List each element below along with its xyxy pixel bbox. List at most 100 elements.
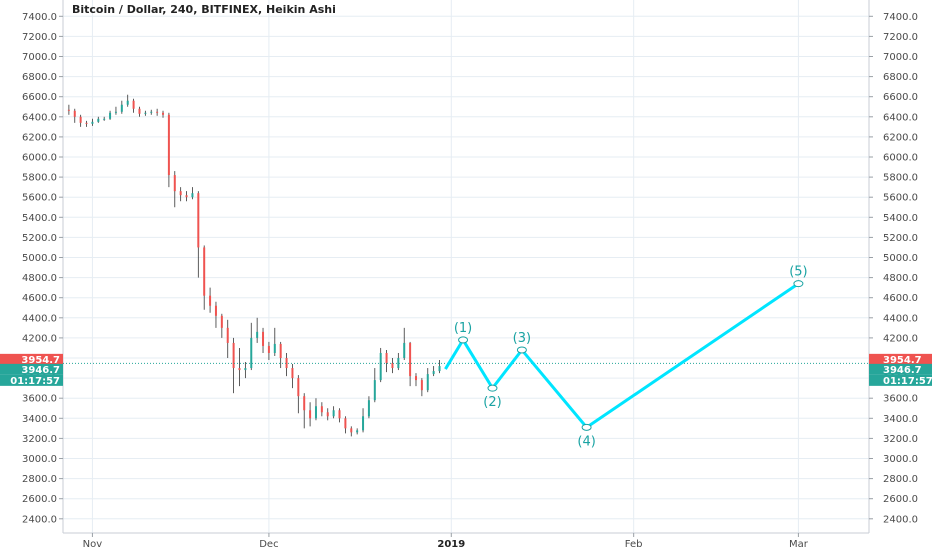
candle-body — [197, 193, 200, 248]
wave-point-marker — [516, 346, 527, 354]
candle-body — [438, 366, 441, 372]
candle-body — [144, 112, 147, 114]
candle-body — [162, 112, 165, 115]
candle-body — [179, 191, 182, 196]
candle-body — [156, 111, 159, 113]
wave-label: (5) — [789, 265, 807, 280]
y-tick-label-right: 2400.0 — [883, 514, 918, 525]
candle-body — [297, 378, 300, 397]
candle-body — [267, 345, 270, 353]
y-tick-label-left: 3600.0 — [22, 394, 57, 405]
candle-body — [103, 118, 106, 120]
candle-body — [291, 368, 294, 379]
candle-body — [344, 418, 347, 429]
y-tick-label-right: 4600.0 — [883, 293, 918, 304]
wave-label: (1) — [454, 321, 472, 336]
y-tick-label-right: 5200.0 — [883, 233, 918, 244]
price-badge-left — [0, 374, 63, 386]
wave-label: (4) — [577, 434, 595, 449]
candle-body — [79, 116, 82, 123]
y-tick-label-left: 3400.0 — [22, 414, 57, 425]
candle-body — [203, 247, 206, 296]
candle-body — [220, 315, 223, 328]
y-tick-label-right: 6600.0 — [883, 92, 918, 103]
wave-line — [444, 282, 800, 430]
candle-body — [338, 410, 341, 419]
grid — [62, 0, 870, 534]
y-tick-label-left: 3200.0 — [22, 434, 57, 445]
candle-body — [326, 412, 329, 417]
candle-body — [209, 295, 212, 306]
y-tick-label-right: 7200.0 — [883, 32, 918, 43]
candle-body — [244, 368, 247, 371]
price-badge-right — [869, 374, 932, 386]
candle-body — [132, 100, 135, 109]
y-tick-label-left: 5200.0 — [22, 233, 57, 244]
y-tick-label-right: 5800.0 — [883, 173, 918, 184]
y-tick-label-left: 5600.0 — [22, 193, 57, 204]
price-badge-right — [869, 363, 932, 375]
candle-body — [91, 121, 94, 124]
candle-body — [214, 305, 217, 316]
candle-body — [85, 122, 88, 124]
candle-body — [185, 195, 188, 198]
wave-point-marker — [793, 280, 804, 288]
y-tick-label-right: 3400.0 — [883, 414, 918, 425]
candle-body — [426, 374, 429, 391]
wave-point-marker — [581, 423, 592, 431]
candle-body — [332, 410, 335, 417]
y-tick-label-left: 4600.0 — [22, 293, 57, 304]
candle-body — [420, 380, 423, 391]
y-tick-label-right: 5400.0 — [883, 213, 918, 224]
price-badge-left — [0, 353, 63, 365]
candle-body — [309, 410, 312, 419]
y-tick-label-right: 4800.0 — [883, 273, 918, 284]
wave-label: (3) — [513, 331, 531, 346]
candle-body — [262, 331, 265, 346]
candle-body — [238, 368, 241, 371]
price-badge-label-right: 3954.7 — [883, 355, 922, 366]
candle-body — [126, 100, 129, 105]
candle-body — [173, 175, 176, 192]
candle-body — [250, 337, 253, 369]
candle-body — [356, 430, 359, 433]
candle-body — [373, 380, 376, 401]
y-tick-label-left: 2400.0 — [22, 514, 57, 525]
candle-body — [97, 118, 100, 122]
candle-body — [367, 400, 370, 417]
y-tick-label-right: 5600.0 — [883, 193, 918, 204]
y-tick-label-right: 4400.0 — [883, 313, 918, 324]
candle-body — [73, 110, 76, 117]
y-tick-label-right: 6400.0 — [883, 112, 918, 123]
candle-body — [67, 109, 70, 111]
price-badge-label-right: 3946.7 — [883, 365, 922, 376]
y-tick-label-right: 2800.0 — [883, 474, 918, 485]
x-tick-label: 2019 — [437, 539, 465, 550]
price-badge-right — [869, 353, 932, 365]
y-tick-label-left: 4200.0 — [22, 333, 57, 344]
candle-body — [409, 342, 412, 377]
price-badge-left — [0, 363, 63, 375]
candle-body — [273, 343, 276, 353]
y-tick-label-right: 7000.0 — [883, 52, 918, 63]
price-badge-label-left: 3946.7 — [21, 365, 60, 376]
candle-body — [114, 111, 117, 113]
x-axis: Nov Dec 2019 Feb Mar — [83, 533, 809, 550]
y-tick-label-left: 7400.0 — [22, 12, 57, 23]
wave-projection[interactable]: (1) (2) (3) (4) (5) — [444, 265, 808, 450]
y-tick-label-left: 5400.0 — [22, 213, 57, 224]
wave-point-marker — [458, 336, 469, 344]
y-tick-label-left: 6600.0 — [22, 92, 57, 103]
candle-body — [279, 343, 282, 358]
candle-body — [150, 111, 153, 113]
candle-body — [256, 331, 259, 338]
y-tick-label-left: 6200.0 — [22, 132, 57, 143]
candle-body — [350, 428, 353, 433]
candle-body — [285, 358, 288, 369]
candle-body — [109, 112, 112, 119]
price-badge-label-left: 01:17:57 — [10, 376, 60, 387]
price-badge-label-left: 3954.7 — [21, 355, 60, 366]
candle-body — [314, 406, 317, 419]
candle-body — [362, 416, 365, 431]
